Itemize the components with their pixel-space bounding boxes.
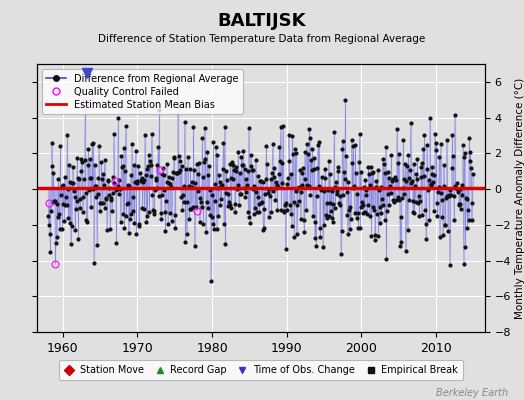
Legend: Difference from Regional Average, Quality Control Failed, Estimated Station Mean: Difference from Regional Average, Qualit… [41,69,243,114]
Text: Berkeley Earth: Berkeley Earth [436,388,508,398]
Y-axis label: Monthly Temperature Anomaly Difference (°C): Monthly Temperature Anomaly Difference (… [515,77,524,319]
Text: Difference of Station Temperature Data from Regional Average: Difference of Station Temperature Data f… [99,34,425,44]
Text: BALTIJSK: BALTIJSK [218,12,306,30]
Legend: Station Move, Record Gap, Time of Obs. Change, Empirical Break: Station Move, Record Gap, Time of Obs. C… [59,360,463,380]
